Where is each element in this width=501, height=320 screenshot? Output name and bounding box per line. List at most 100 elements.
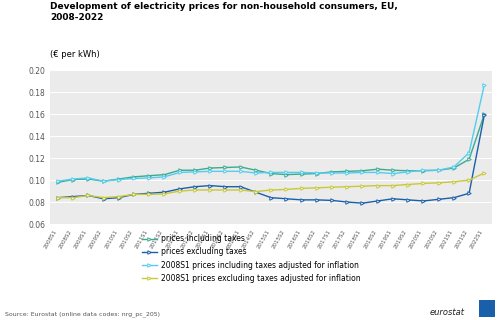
- 2008S1 prices excluding taxes adjusted for inflation: [313, 186, 319, 190]
- prices including taxes: [283, 173, 289, 177]
- 2008S1 prices excluding taxes adjusted for inflation: [465, 178, 471, 182]
- 2008S1 prices including taxes adjusted for inflation: [131, 177, 137, 180]
- prices including taxes: [70, 178, 76, 181]
- prices including taxes: [191, 168, 197, 172]
- 2008S1 prices excluding taxes adjusted for inflation: [435, 181, 441, 185]
- prices excluding taxes: [116, 196, 122, 200]
- 2008S1 prices excluding taxes adjusted for inflation: [70, 196, 76, 200]
- 2008S1 prices excluding taxes adjusted for inflation: [253, 190, 259, 194]
- prices including taxes: [268, 172, 274, 175]
- 2008S1 prices including taxes adjusted for inflation: [450, 165, 456, 169]
- 2008S1 prices including taxes adjusted for inflation: [207, 169, 213, 173]
- 2008S1 prices including taxes adjusted for inflation: [374, 171, 380, 174]
- 2008S1 prices excluding taxes adjusted for inflation: [237, 188, 243, 192]
- prices including taxes: [161, 173, 167, 177]
- prices excluding taxes: [404, 198, 410, 202]
- prices excluding taxes: [161, 190, 167, 194]
- prices including taxes: [450, 166, 456, 170]
- 2008S1 prices excluding taxes adjusted for inflation: [374, 184, 380, 188]
- Line: prices including taxes: prices including taxes: [56, 113, 485, 184]
- 2008S1 prices excluding taxes adjusted for inflation: [191, 188, 197, 192]
- 2008S1 prices including taxes adjusted for inflation: [222, 169, 228, 173]
- 2008S1 prices including taxes adjusted for inflation: [55, 179, 61, 183]
- Text: Source: Eurostat (online data codes: nrg_pc_205): Source: Eurostat (online data codes: nrg…: [5, 311, 160, 317]
- prices including taxes: [313, 172, 319, 175]
- prices excluding taxes: [85, 194, 91, 197]
- 2008S1 prices excluding taxes adjusted for inflation: [359, 184, 365, 188]
- prices including taxes: [435, 168, 441, 172]
- prices including taxes: [359, 169, 365, 173]
- prices excluding taxes: [207, 184, 213, 188]
- 2008S1 prices excluding taxes adjusted for inflation: [222, 188, 228, 192]
- 2008S1 prices including taxes adjusted for inflation: [253, 171, 259, 175]
- prices including taxes: [237, 165, 243, 169]
- prices including taxes: [404, 169, 410, 173]
- 2008S1 prices including taxes adjusted for inflation: [100, 179, 106, 183]
- 2008S1 prices including taxes adjusted for inflation: [480, 83, 486, 87]
- Text: (€ per kWh): (€ per kWh): [50, 50, 100, 59]
- prices including taxes: [85, 177, 91, 181]
- 2008S1 prices including taxes adjusted for inflation: [146, 176, 152, 180]
- 2008S1 prices excluding taxes adjusted for inflation: [450, 180, 456, 184]
- prices excluding taxes: [55, 196, 61, 200]
- prices including taxes: [298, 172, 304, 176]
- prices including taxes: [419, 169, 425, 173]
- 2008S1 prices including taxes adjusted for inflation: [465, 151, 471, 155]
- prices excluding taxes: [298, 198, 304, 202]
- 2008S1 prices including taxes adjusted for inflation: [191, 170, 197, 174]
- prices including taxes: [100, 179, 106, 183]
- 2008S1 prices excluding taxes adjusted for inflation: [419, 181, 425, 185]
- prices including taxes: [480, 112, 486, 116]
- prices excluding taxes: [253, 190, 259, 194]
- prices excluding taxes: [328, 198, 334, 202]
- prices excluding taxes: [283, 197, 289, 201]
- 2008S1 prices excluding taxes adjusted for inflation: [389, 184, 395, 188]
- prices excluding taxes: [450, 196, 456, 200]
- 2008S1 prices including taxes adjusted for inflation: [404, 170, 410, 174]
- Text: Development of electricity prices for non-household consumers, EU,
2008-2022: Development of electricity prices for no…: [50, 2, 397, 22]
- prices including taxes: [176, 168, 182, 172]
- Legend: prices including taxes, prices excluding taxes, 2008S1 prices including taxes ad: prices including taxes, prices excluding…: [141, 234, 360, 283]
- Line: 2008S1 prices excluding taxes adjusted for inflation: 2008S1 prices excluding taxes adjusted f…: [56, 171, 485, 199]
- 2008S1 prices excluding taxes adjusted for inflation: [283, 188, 289, 191]
- prices excluding taxes: [359, 201, 365, 205]
- 2008S1 prices excluding taxes adjusted for inflation: [480, 171, 486, 175]
- prices excluding taxes: [100, 197, 106, 201]
- prices including taxes: [55, 180, 61, 184]
- 2008S1 prices including taxes adjusted for inflation: [85, 176, 91, 180]
- prices including taxes: [253, 168, 259, 172]
- prices including taxes: [374, 167, 380, 171]
- prices excluding taxes: [480, 113, 486, 117]
- 2008S1 prices excluding taxes adjusted for inflation: [85, 194, 91, 197]
- prices excluding taxes: [70, 195, 76, 198]
- 2008S1 prices including taxes adjusted for inflation: [176, 171, 182, 174]
- prices excluding taxes: [389, 197, 395, 201]
- Line: 2008S1 prices including taxes adjusted for inflation: 2008S1 prices including taxes adjusted f…: [56, 83, 485, 183]
- 2008S1 prices excluding taxes adjusted for inflation: [55, 196, 61, 200]
- 2008S1 prices including taxes adjusted for inflation: [359, 171, 365, 174]
- 2008S1 prices excluding taxes adjusted for inflation: [146, 192, 152, 196]
- Text: eurostat: eurostat: [428, 308, 463, 317]
- 2008S1 prices including taxes adjusted for inflation: [389, 172, 395, 175]
- 2008S1 prices excluding taxes adjusted for inflation: [207, 188, 213, 192]
- 2008S1 prices excluding taxes adjusted for inflation: [298, 187, 304, 190]
- prices excluding taxes: [374, 199, 380, 203]
- 2008S1 prices excluding taxes adjusted for inflation: [161, 192, 167, 196]
- 2008S1 prices excluding taxes adjusted for inflation: [404, 183, 410, 187]
- prices including taxes: [116, 177, 122, 181]
- 2008S1 prices including taxes adjusted for inflation: [268, 171, 274, 174]
- prices including taxes: [328, 170, 334, 174]
- 2008S1 prices including taxes adjusted for inflation: [161, 175, 167, 179]
- 2008S1 prices excluding taxes adjusted for inflation: [344, 185, 350, 188]
- prices excluding taxes: [222, 185, 228, 188]
- prices excluding taxes: [465, 191, 471, 195]
- prices excluding taxes: [419, 199, 425, 203]
- 2008S1 prices including taxes adjusted for inflation: [419, 168, 425, 172]
- prices excluding taxes: [176, 187, 182, 191]
- prices excluding taxes: [237, 185, 243, 188]
- prices excluding taxes: [268, 196, 274, 200]
- 2008S1 prices excluding taxes adjusted for inflation: [268, 188, 274, 192]
- prices excluding taxes: [313, 198, 319, 202]
- 2008S1 prices excluding taxes adjusted for inflation: [131, 192, 137, 196]
- 2008S1 prices including taxes adjusted for inflation: [283, 171, 289, 174]
